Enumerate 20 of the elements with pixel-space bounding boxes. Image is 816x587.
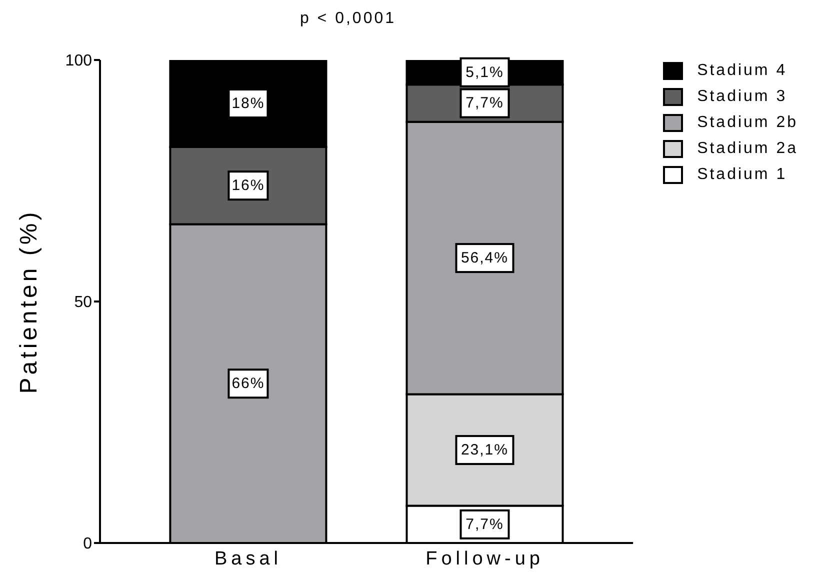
legend-label: Stadium 3 — [697, 88, 788, 106]
data-label: 5,1% — [466, 64, 504, 81]
x-tick-label: Follow-up — [426, 548, 544, 570]
data-label: 7,7% — [466, 94, 504, 112]
data-label: 66% — [232, 375, 265, 392]
chart-title: p < 0,0001 — [298, 10, 398, 28]
x-tick-label: Basal — [214, 548, 282, 570]
legend-label: Stadium 1 — [697, 166, 788, 184]
data-label: 16% — [232, 177, 265, 194]
data-label: 56,4% — [460, 250, 509, 267]
y-axis-title: Patienten (%) — [16, 209, 43, 394]
y-tick-label: 50 — [74, 294, 92, 312]
legend-label: Stadium 4 — [697, 62, 788, 80]
data-label: 18% — [232, 94, 265, 112]
y-tick-label: 100 — [65, 52, 92, 70]
data-label: 7,7% — [466, 516, 504, 533]
legend-label: Stadium 2a — [697, 140, 798, 158]
legend-label: Stadium 2b — [697, 114, 798, 132]
data-label: 23,1% — [460, 442, 509, 459]
y-tick-label: 0 — [83, 536, 92, 553]
